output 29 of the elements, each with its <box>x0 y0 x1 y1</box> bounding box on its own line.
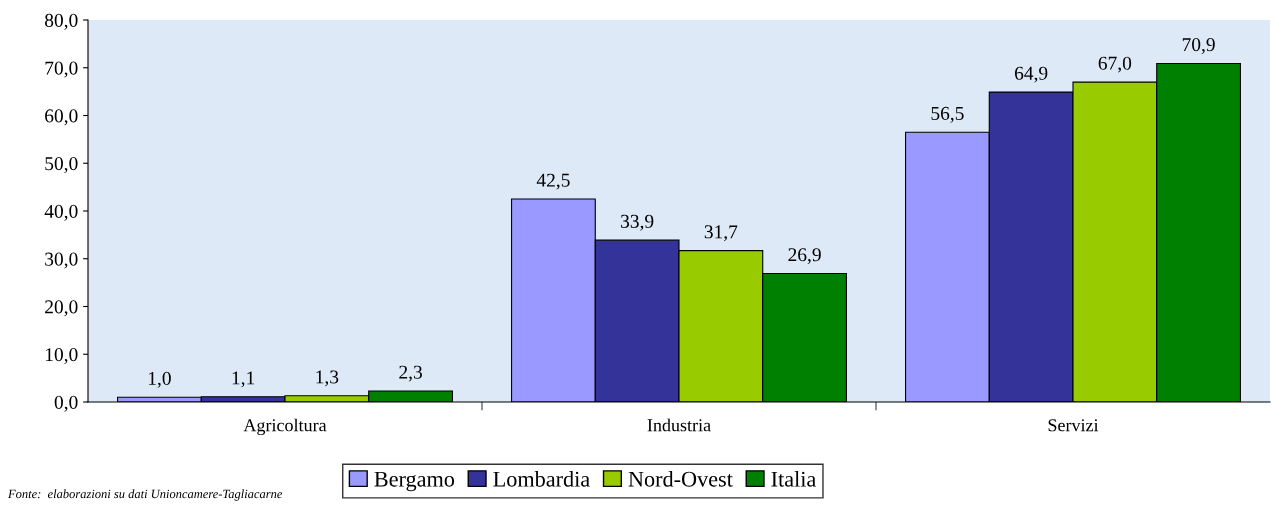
x-tick-label: Servizi <box>1048 419 1099 432</box>
x-tick-label: Agricoltura <box>243 418 327 436</box>
source-note: Fonte: elaborazioni su dati Unioncamere-Tagliacarne <box>7 489 283 501</box>
legend-label: Bergamo <box>374 471 455 492</box>
legend-label: Italia <box>771 471 816 487</box>
y-tick-label: 20,0 <box>45 300 78 317</box>
data-label: 64,9 <box>1014 66 1048 83</box>
legend-label: Lombardia <box>493 471 590 487</box>
y-tick-label: 40,0 <box>44 204 78 221</box>
y-tick-label: 10,0 <box>45 348 78 364</box>
data-label: 42,5 <box>536 173 570 190</box>
data-label: 1,3 <box>316 370 339 387</box>
data-label: 1,0 <box>148 371 171 388</box>
data-label: 31,7 <box>704 225 738 242</box>
data-label: 56,5 <box>931 106 964 123</box>
y-tick-label: 50,0 <box>45 157 78 173</box>
y-tick-label: 80,0 <box>44 13 78 30</box>
y-tick-label: 30,0 <box>45 252 78 269</box>
data-label: 70,9 <box>1182 38 1215 54</box>
data-label: 67,0 <box>1098 56 1132 73</box>
legend-label: Nord-Ovest <box>628 471 733 487</box>
data-label: 33,9 <box>621 214 654 231</box>
data-label: 26,9 <box>788 248 821 265</box>
y-tick-label: 0,0 <box>54 395 78 412</box>
x-tick-label: Industria <box>647 418 711 432</box>
y-tick-label: 60,0 <box>45 109 78 126</box>
data-label: 1,1 <box>232 371 255 388</box>
data-label: 2,3 <box>399 365 422 382</box>
y-tick-label: 70,0 <box>45 61 78 78</box>
